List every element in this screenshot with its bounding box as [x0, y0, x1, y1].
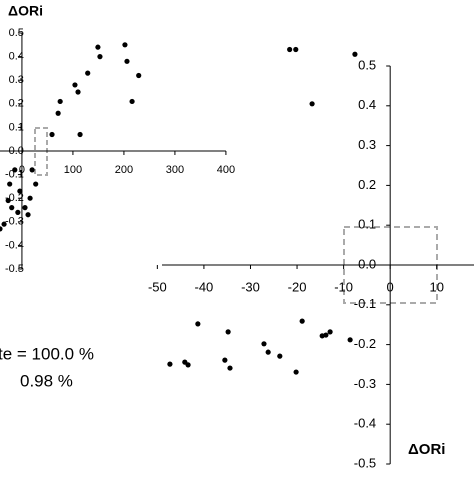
- point: [323, 332, 329, 338]
- y-tick-label: 0.4: [9, 51, 24, 63]
- point: [293, 369, 299, 375]
- x-tick-label: 100: [64, 164, 82, 176]
- y-tick-label: -0.4: [5, 239, 24, 251]
- point: [129, 98, 135, 105]
- x-tick-label: -50: [148, 279, 167, 294]
- point: [72, 82, 78, 88]
- point: [195, 321, 201, 327]
- point: [95, 44, 101, 50]
- point: [222, 357, 228, 363]
- point: [1, 221, 7, 227]
- point: [309, 101, 315, 107]
- point: [29, 167, 35, 173]
- y-tick-label: 0.1: [358, 217, 376, 232]
- y-tick-label: 0.1: [9, 121, 24, 133]
- point: [347, 337, 353, 343]
- point: [5, 197, 11, 204]
- annotation: te = 100.0 %: [0, 344, 94, 363]
- point: [49, 131, 55, 138]
- y-tick-label: 0.4: [358, 97, 376, 112]
- point: [227, 365, 233, 371]
- point: [55, 110, 61, 116]
- point: [122, 42, 128, 48]
- point: [287, 46, 293, 53]
- point: [124, 58, 130, 64]
- point: [327, 329, 333, 335]
- point: [225, 329, 231, 335]
- y-tick-label: 0.2: [358, 177, 376, 192]
- y-tick-label: -0.5: [354, 455, 376, 470]
- y-tick-label: -0.3: [5, 216, 24, 228]
- point: [136, 72, 142, 79]
- point: [57, 98, 63, 105]
- point: [265, 349, 271, 355]
- point: [22, 205, 28, 211]
- y-tick-label: 0.3: [9, 74, 24, 86]
- point: [299, 318, 305, 324]
- y-tick-label: 0.0: [358, 256, 376, 271]
- point: [261, 341, 267, 347]
- point: [97, 54, 103, 60]
- x-tick-label: 0: [387, 279, 394, 294]
- point: [17, 188, 23, 194]
- point: [15, 209, 21, 215]
- inset-axis-title: ΔORi: [8, 3, 43, 19]
- y-tick-label: -0.1: [354, 296, 376, 311]
- point: [33, 181, 39, 187]
- point: [75, 89, 81, 95]
- y-tick-label: 0.3: [358, 137, 376, 152]
- point: [293, 46, 299, 53]
- y-tick-label: -0.3: [354, 376, 376, 391]
- y-tick-label: -0.1: [5, 169, 24, 181]
- point: [277, 353, 283, 359]
- x-tick-label: 10: [430, 279, 444, 294]
- y-tick-label: 0.5: [9, 27, 24, 39]
- point: [77, 131, 83, 138]
- point: [352, 51, 358, 57]
- point: [27, 195, 33, 201]
- point: [185, 362, 191, 368]
- y-tick-label: 0.2: [9, 98, 24, 110]
- y-tick-label: -0.2: [354, 336, 376, 351]
- x-tick-label: 300: [166, 164, 184, 176]
- point: [9, 205, 15, 211]
- x-tick-label: -40: [195, 279, 214, 294]
- y-tick-label: 0.0: [9, 145, 24, 157]
- axis-title: ΔORi: [408, 441, 445, 458]
- x-tick-label: 400: [217, 164, 235, 176]
- x-tick-label: -30: [241, 279, 260, 294]
- point: [167, 361, 173, 367]
- x-tick-label: 200: [115, 164, 133, 176]
- point: [85, 70, 91, 76]
- y-tick-label: -0.4: [354, 416, 376, 431]
- x-tick-label: -20: [288, 279, 307, 294]
- point: [12, 167, 18, 173]
- annotation: 0.98 %: [20, 371, 73, 390]
- point: [7, 181, 13, 187]
- y-tick-label: 0.5: [358, 57, 376, 72]
- point: [25, 212, 31, 218]
- y-tick-label: -0.5: [5, 263, 24, 275]
- point: [0, 226, 3, 232]
- x-tick-label: 0: [19, 164, 25, 176]
- x-tick-label: -10: [334, 279, 353, 294]
